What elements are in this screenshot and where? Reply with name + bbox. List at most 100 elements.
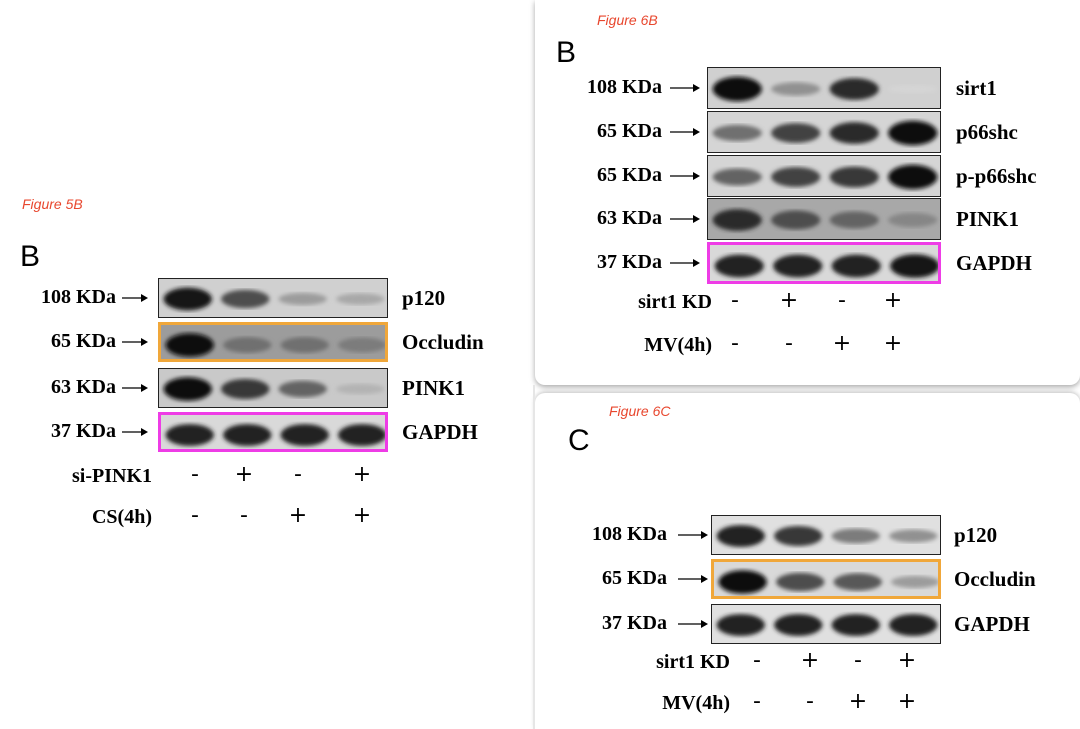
kda-label: 37 KDa bbox=[51, 420, 116, 442]
plus-sign: + bbox=[288, 503, 308, 528]
protein-band bbox=[278, 380, 327, 398]
protein-band bbox=[829, 78, 879, 100]
condition-label: CS(4h) bbox=[91, 506, 152, 528]
condition-label: MV(4h) bbox=[644, 334, 712, 356]
protein-band bbox=[888, 120, 938, 146]
blot-strip bbox=[711, 559, 941, 599]
protein-band bbox=[712, 76, 762, 102]
minus-sign: - bbox=[838, 288, 846, 313]
protein-band bbox=[771, 82, 821, 96]
protein-band bbox=[888, 85, 938, 93]
protein-band bbox=[223, 337, 272, 353]
minus-sign: - bbox=[191, 462, 199, 487]
protein-band bbox=[829, 211, 879, 229]
protein-band bbox=[716, 614, 765, 636]
protein-label: PINK1 bbox=[402, 376, 465, 400]
arrow-icon bbox=[122, 384, 148, 392]
minus-sign: - bbox=[731, 331, 739, 356]
arrow-icon bbox=[122, 338, 148, 346]
protein-band bbox=[773, 254, 823, 278]
blot-strip-bands bbox=[712, 209, 938, 231]
protein-band bbox=[712, 124, 762, 142]
kda-label: 65 KDa bbox=[597, 120, 662, 142]
protein-label: PINK1 bbox=[956, 207, 1019, 231]
figure-5b-panel-letter: B bbox=[20, 240, 41, 273]
protein-label: p120 bbox=[402, 286, 446, 310]
plus-sign: + bbox=[883, 331, 903, 356]
protein-band bbox=[829, 166, 879, 188]
protein-band bbox=[833, 573, 882, 591]
plus-sign: + bbox=[779, 288, 799, 313]
protein-label: p66shc bbox=[956, 120, 1018, 144]
protein-label: Occludin bbox=[954, 567, 1036, 591]
arrow-icon bbox=[670, 128, 700, 136]
protein-label: p-p66shc bbox=[956, 164, 1037, 188]
protein-band bbox=[716, 525, 765, 547]
minus-sign: - bbox=[191, 503, 199, 528]
figure-6b-panel-letter: B bbox=[556, 36, 577, 69]
protein-label: sirt1 bbox=[956, 76, 997, 100]
protein-label: p120 bbox=[954, 523, 998, 547]
kda-label: 63 KDa bbox=[51, 376, 116, 398]
protein-band bbox=[771, 123, 821, 143]
blot-strip-bands bbox=[163, 287, 385, 311]
protein-band bbox=[221, 378, 270, 400]
protein-band bbox=[280, 424, 329, 446]
protein-band bbox=[163, 377, 212, 401]
plus-sign: + bbox=[352, 503, 372, 528]
protein-band bbox=[165, 424, 214, 446]
protein-label: GAPDH bbox=[956, 251, 1032, 275]
arrow-icon bbox=[670, 84, 700, 92]
condition-label: MV(4h) bbox=[662, 692, 730, 714]
blot-strip-bands bbox=[716, 614, 938, 636]
figure-6c-ref: Figure 6C bbox=[609, 403, 671, 419]
kda-label: 37 KDa bbox=[602, 612, 667, 634]
kda-label: 108 KDa bbox=[587, 76, 662, 98]
kda-label: 65 KDa bbox=[51, 330, 116, 352]
blot-strip-bands bbox=[714, 254, 938, 278]
plus-sign: + bbox=[883, 288, 903, 313]
blot-strip bbox=[707, 155, 941, 197]
minus-sign: - bbox=[785, 331, 793, 356]
divider bbox=[533, 385, 535, 729]
protein-band bbox=[718, 570, 767, 594]
kda-label: 65 KDa bbox=[597, 164, 662, 186]
arrow-icon bbox=[670, 172, 700, 180]
protein-band bbox=[889, 529, 938, 543]
protein-band bbox=[891, 575, 938, 589]
figure-5b-ref: Figure 5B bbox=[22, 196, 83, 212]
blot-strip-bands bbox=[712, 120, 938, 146]
protein-band bbox=[831, 254, 881, 278]
protein-band bbox=[714, 254, 764, 278]
condition-label: sirt1 KD bbox=[638, 291, 712, 313]
blot-strip bbox=[158, 368, 388, 408]
minus-sign: - bbox=[806, 689, 814, 714]
arrow-icon bbox=[122, 294, 148, 302]
protein-band bbox=[280, 337, 329, 353]
kda-label: 108 KDa bbox=[41, 286, 116, 308]
arrow-icon bbox=[670, 215, 700, 223]
protein-band bbox=[712, 209, 762, 231]
plus-sign: + bbox=[897, 689, 917, 714]
protein-band bbox=[774, 525, 823, 547]
blot-strip-bands bbox=[165, 424, 385, 446]
minus-sign: - bbox=[731, 288, 739, 313]
kda-label: 63 KDa bbox=[597, 207, 662, 229]
blot-strip-bands bbox=[712, 76, 938, 102]
arrow-icon bbox=[122, 428, 148, 436]
plus-sign: + bbox=[832, 331, 852, 356]
condition-label: si-PINK1 bbox=[72, 465, 152, 487]
figure-6c-panel-letter: C bbox=[568, 424, 590, 457]
minus-sign: - bbox=[753, 689, 761, 714]
protein-band bbox=[776, 572, 825, 592]
condition-label: sirt1 KD bbox=[656, 651, 730, 673]
protein-band bbox=[888, 212, 938, 228]
kda-label: 37 KDa bbox=[597, 251, 662, 273]
minus-sign: - bbox=[294, 462, 302, 487]
protein-band bbox=[278, 292, 327, 306]
blot-strip bbox=[158, 278, 388, 318]
plus-sign: + bbox=[800, 648, 820, 673]
blot-strip-bands bbox=[163, 377, 385, 401]
kda-label: 65 KDa bbox=[602, 567, 667, 589]
plus-sign: + bbox=[234, 462, 254, 487]
